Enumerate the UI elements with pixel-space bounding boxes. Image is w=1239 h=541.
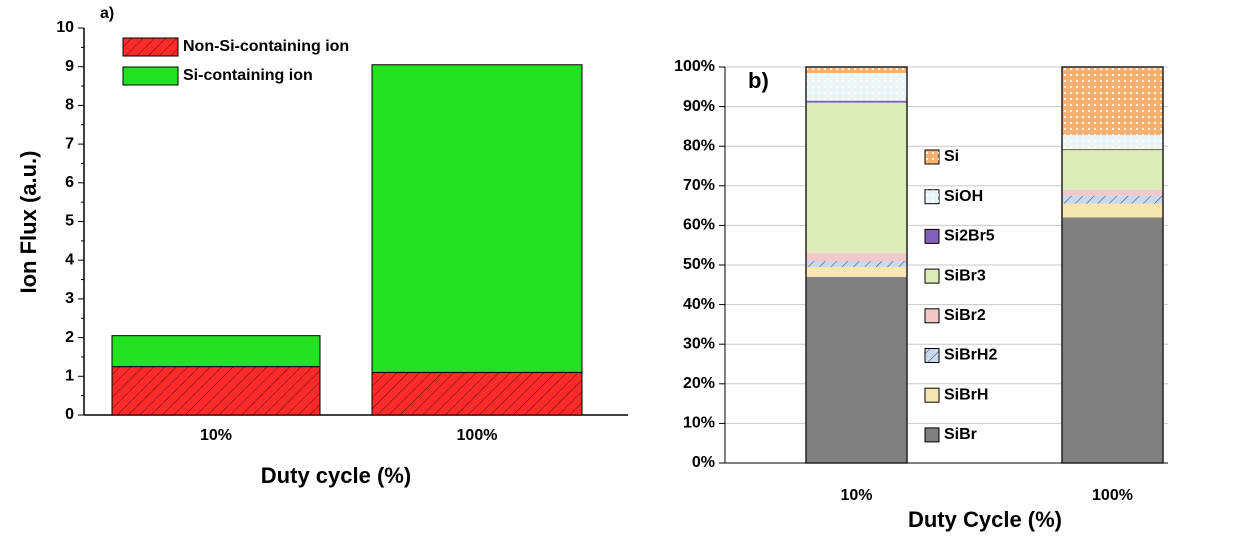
bar-segment — [111, 335, 321, 368]
hatch — [372, 372, 582, 415]
panel-label: b) — [748, 68, 769, 93]
y-tick-label: 2 — [65, 329, 74, 346]
x-tick-label: 10% — [200, 427, 232, 444]
legend-swatch — [924, 427, 940, 443]
y-tick-label: 10 — [56, 19, 74, 36]
legend-label: Si — [944, 148, 959, 165]
x-tick-label: 10% — [840, 487, 872, 504]
x-axis-title: Duty Cycle (%) — [908, 507, 1062, 532]
hatch — [806, 67, 907, 73]
y-tick-label: 7 — [65, 135, 74, 152]
bar-segment — [806, 253, 907, 262]
legend-swatch — [122, 66, 179, 86]
bar-segment — [806, 100, 907, 103]
legend-hatch — [925, 189, 939, 204]
bar-segment — [1062, 217, 1163, 463]
y-tick-label: 0% — [692, 454, 715, 471]
y-tick-label: 10% — [683, 415, 715, 432]
y-tick-label: 6 — [65, 174, 74, 191]
bar-segment — [1062, 148, 1163, 151]
panel-label: a) — [100, 5, 114, 22]
y-tick-label: 70% — [683, 177, 715, 194]
hatch — [1062, 135, 1163, 149]
x-tick-label: 100% — [1092, 487, 1133, 504]
legend-hatch — [925, 150, 939, 164]
legend-label: Si2Br5 — [944, 228, 995, 245]
legend-swatch — [924, 228, 940, 244]
legend-label: Non-Si-containing ion — [183, 38, 349, 55]
y-tick-label: 40% — [683, 296, 715, 313]
y-tick-label: 50% — [683, 256, 715, 273]
legend-swatch — [924, 308, 940, 324]
legend-label: SiBrH — [944, 386, 988, 403]
hatch — [806, 261, 907, 267]
y-tick-label: 5 — [65, 213, 74, 230]
legend-swatch — [924, 268, 940, 284]
hatch — [1062, 195, 1163, 204]
bar-segment — [806, 102, 907, 254]
y-tick-label: 8 — [65, 97, 74, 114]
legend-hatch — [925, 348, 939, 363]
legend-label: SiBr — [944, 426, 977, 443]
y-tick-label: 30% — [683, 335, 715, 352]
hatch — [1062, 67, 1163, 136]
y-tick-label: 9 — [65, 58, 74, 75]
bar-segment — [806, 266, 907, 277]
y-tick-label: 90% — [683, 98, 715, 115]
hatch — [112, 366, 320, 415]
y-tick-label: 3 — [65, 290, 74, 307]
bar-segment — [1062, 189, 1163, 196]
legend-label: Si-containing ion — [183, 67, 313, 84]
legend-label: SiBrH2 — [944, 347, 997, 364]
legend-label: SiOH — [944, 188, 983, 205]
bar-segment — [806, 276, 907, 463]
legend-label: SiBr3 — [944, 267, 986, 284]
legend-hatch — [123, 38, 178, 56]
x-tick-label: 100% — [457, 427, 498, 444]
bar-segment — [1062, 203, 1163, 218]
x-axis-title: Duty cycle (%) — [261, 463, 411, 488]
y-tick-label: 60% — [683, 217, 715, 234]
y-axis-title: Ion Flux (a.u.) — [16, 151, 41, 294]
bar-segment — [1062, 150, 1163, 190]
y-tick-label: 100% — [674, 58, 715, 75]
bar-outline — [805, 66, 908, 464]
bar-segment — [371, 64, 583, 373]
bar-outline — [1061, 66, 1164, 464]
y-tick-label: 80% — [683, 137, 715, 154]
legend-label: SiBr2 — [944, 307, 986, 324]
y-tick-label: 0 — [65, 406, 74, 423]
y-tick-label: 1 — [65, 368, 74, 385]
y-tick-label: 4 — [65, 251, 74, 268]
y-tick-label: 20% — [683, 375, 715, 392]
legend-swatch — [924, 387, 940, 403]
hatch — [806, 72, 907, 101]
